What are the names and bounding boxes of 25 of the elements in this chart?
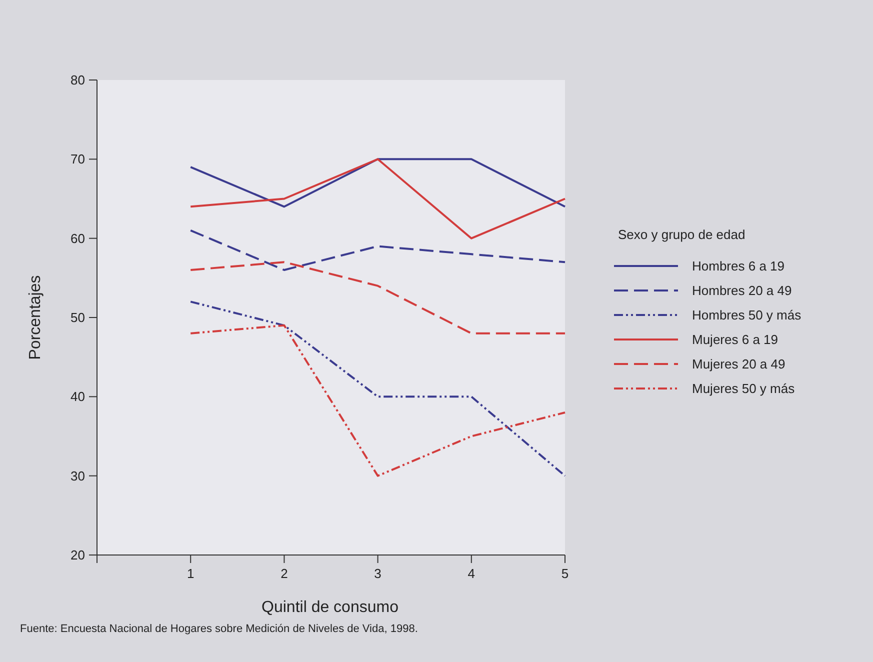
x-tick-label: 5 — [561, 566, 569, 581]
x-tick-label: 3 — [374, 566, 382, 581]
y-tick-label: 40 — [70, 389, 85, 404]
y-tick-label: 20 — [70, 548, 85, 563]
y-axis-title: Porcentajes — [27, 275, 44, 360]
x-axis-title: Quintil de consumo — [262, 599, 399, 616]
x-tick-label: 1 — [186, 566, 194, 581]
x-tick-label: 4 — [468, 566, 476, 581]
line-series — [190, 229, 566, 271]
line-series — [190, 261, 566, 334]
y-tick-label: 70 — [70, 152, 85, 167]
legend-label: Hombres 20 a 49 — [692, 283, 792, 298]
y-tick-label: 50 — [70, 310, 85, 326]
y-tick-label: 60 — [70, 230, 85, 246]
legend-label: Hombres 50 y más — [692, 308, 802, 323]
legend-label: Mujeres 50 y más — [692, 381, 796, 396]
y-tick-label: 80 — [70, 72, 85, 88]
legend-title: Sexo y grupo de edad — [618, 227, 746, 242]
y-tick-label: 30 — [70, 468, 85, 484]
legend-label: Mujeres 20 a 49 — [692, 356, 786, 372]
line-series — [190, 158, 566, 240]
source-note: Fuente: Encuesta Nacional de Hogares sobre Medición de Niveles de Vida, 1998. — [20, 623, 418, 635]
legend-label: Hombres 6 a 19 — [692, 258, 784, 274]
x-tick-label: 2 — [280, 566, 288, 581]
legend-label: Mujeres 6 a 19 — [692, 332, 778, 348]
